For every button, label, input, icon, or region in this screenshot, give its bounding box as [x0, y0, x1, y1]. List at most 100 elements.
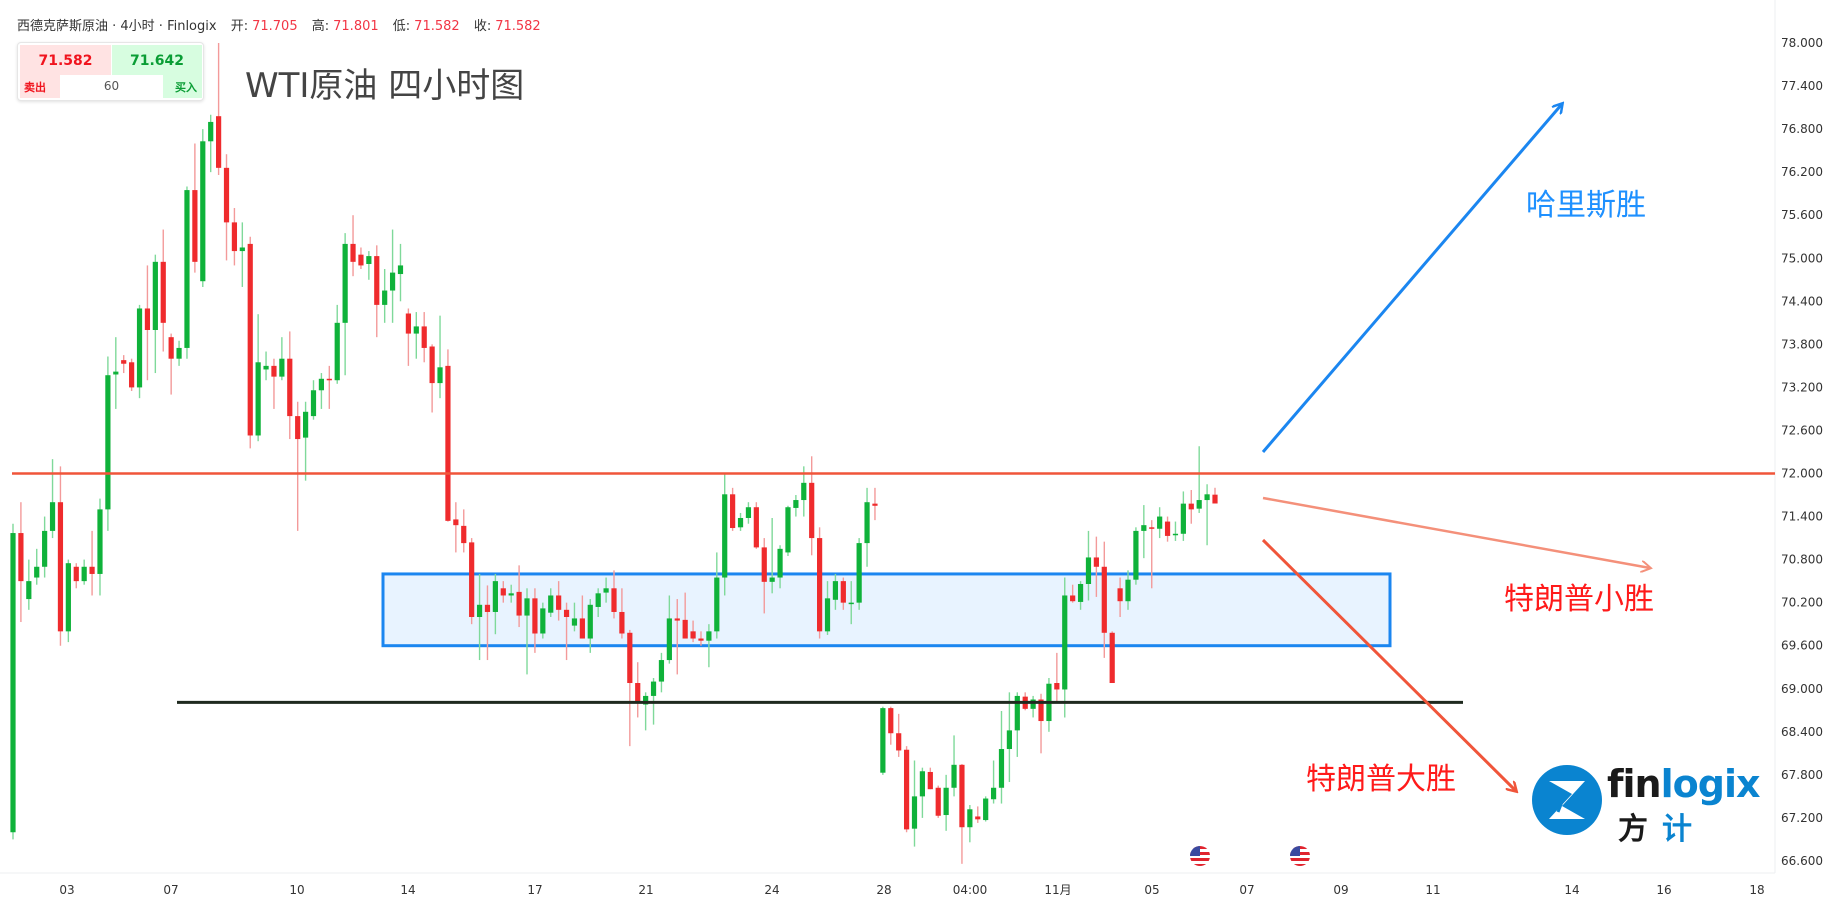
candle-up[interactable] — [666, 595, 672, 664]
candle-up[interactable] — [548, 588, 554, 617]
candle-up[interactable] — [1046, 677, 1052, 732]
candle-down[interactable] — [556, 581, 562, 621]
candle-down[interactable] — [271, 358, 277, 409]
trump-big-arrow[interactable] — [1261, 538, 1516, 791]
candle-down[interactable] — [461, 509, 467, 553]
candle-down[interactable] — [326, 365, 332, 409]
candle-up[interactable] — [848, 581, 854, 625]
candle-up[interactable] — [492, 573, 498, 635]
candle-down[interactable] — [927, 767, 933, 790]
candle-up[interactable] — [208, 114, 214, 173]
candle-up[interactable] — [200, 129, 206, 287]
candle-up[interactable] — [864, 487, 870, 567]
trump-small-label[interactable]: 特朗普小胜 — [1504, 582, 1654, 617]
candle-down[interactable] — [247, 236, 253, 449]
candle-down[interactable] — [1070, 584, 1076, 603]
candle-down[interactable] — [421, 312, 427, 363]
candle-down[interactable] — [817, 527, 823, 639]
candle-down[interactable] — [627, 629, 633, 747]
candle-down[interactable] — [1164, 516, 1171, 542]
candle-down[interactable] — [1212, 487, 1218, 504]
candle-up[interactable] — [318, 373, 325, 409]
candle-up[interactable] — [152, 254, 158, 374]
candle-down[interactable] — [374, 245, 380, 338]
candle-down[interactable] — [840, 577, 846, 610]
candle-down[interactable] — [1188, 490, 1194, 524]
candle-up[interactable] — [983, 796, 989, 822]
candle-down[interactable] — [809, 456, 815, 556]
candle-down[interactable] — [500, 581, 506, 603]
candle-up[interactable] — [540, 602, 546, 639]
candle-up[interactable] — [26, 559, 32, 610]
candle-up[interactable] — [42, 516, 48, 578]
candle-down[interactable] — [89, 530, 95, 596]
candle-down[interactable] — [73, 563, 79, 589]
candle-up[interactable] — [793, 495, 799, 517]
candle-down[interactable] — [730, 487, 736, 531]
candle-down[interactable] — [761, 538, 767, 614]
candle-up[interactable] — [302, 401, 309, 481]
candle-up[interactable] — [1030, 695, 1036, 718]
candle-up[interactable] — [176, 340, 182, 366]
candle-up[interactable] — [97, 498, 103, 596]
candle-down[interactable] — [1054, 652, 1060, 704]
us-flag-icon[interactable] — [1190, 846, 1210, 867]
sell-price[interactable]: 71.582 — [38, 53, 93, 69]
candle-up[interactable] — [714, 552, 720, 639]
candle-down[interactable] — [975, 806, 981, 823]
candle-down[interactable] — [516, 565, 522, 628]
candle-up[interactable] — [722, 473, 728, 596]
candle-down[interactable] — [1117, 577, 1123, 617]
harris-arrow[interactable] — [1261, 104, 1562, 453]
candle-down[interactable] — [959, 764, 965, 864]
candle-down[interactable] — [563, 602, 570, 661]
candle-down[interactable] — [888, 706, 894, 745]
candle-up[interactable] — [508, 584, 514, 603]
candle-down[interactable] — [358, 247, 364, 270]
candle-down[interactable] — [144, 265, 151, 381]
candle-down[interactable] — [57, 466, 64, 646]
candle-up[interactable] — [643, 692, 649, 731]
candle-up[interactable] — [603, 577, 609, 603]
candle-up[interactable] — [389, 229, 396, 323]
candle-up[interactable] — [366, 251, 372, 280]
candle-down[interactable] — [405, 308, 411, 366]
candle-up[interactable] — [136, 304, 143, 399]
candle-down[interactable] — [231, 208, 238, 266]
candle-up[interactable] — [397, 243, 404, 302]
candle-up[interactable] — [1062, 577, 1068, 718]
candle-up[interactable] — [769, 517, 775, 594]
candle-up[interactable] — [1085, 530, 1092, 601]
trump-big-label[interactable]: 特朗普大胜 — [1306, 762, 1456, 797]
candle-up[interactable] — [65, 559, 71, 643]
buy-price[interactable]: 71.642 — [129, 53, 185, 69]
candle-up[interactable] — [10, 523, 16, 840]
candle-down[interactable] — [896, 713, 902, 757]
candle-up[interactable] — [1125, 570, 1131, 610]
candle-down[interactable] — [903, 746, 910, 833]
candle-up[interactable] — [856, 538, 862, 610]
trump-small-arrow[interactable] — [1262, 496, 1650, 568]
candle-down[interactable] — [129, 358, 135, 391]
candle-up[interactable] — [413, 312, 419, 359]
candle-down[interactable] — [287, 331, 293, 440]
harris-label[interactable]: 哈里斯胜 — [1526, 188, 1646, 223]
candle-down[interactable] — [445, 349, 451, 522]
candle-down[interactable] — [223, 154, 230, 261]
candle-down[interactable] — [635, 662, 641, 718]
candle-up[interactable] — [334, 304, 340, 384]
candle-down[interactable] — [674, 599, 680, 675]
candle-up[interactable] — [943, 774, 949, 831]
candle-up[interactable] — [476, 573, 483, 661]
candle-up[interactable] — [824, 581, 831, 635]
candle-up[interactable] — [1006, 692, 1012, 783]
buy-label[interactable]: 买入 — [175, 81, 197, 94]
candle-up[interactable] — [382, 269, 388, 323]
candle-up[interactable] — [1077, 581, 1084, 610]
candle-down[interactable] — [121, 355, 127, 374]
candle-up[interactable] — [1172, 521, 1179, 541]
candle-down[interactable] — [690, 620, 696, 643]
candle-down[interactable] — [682, 592, 688, 639]
candle-up[interactable] — [1157, 507, 1163, 539]
